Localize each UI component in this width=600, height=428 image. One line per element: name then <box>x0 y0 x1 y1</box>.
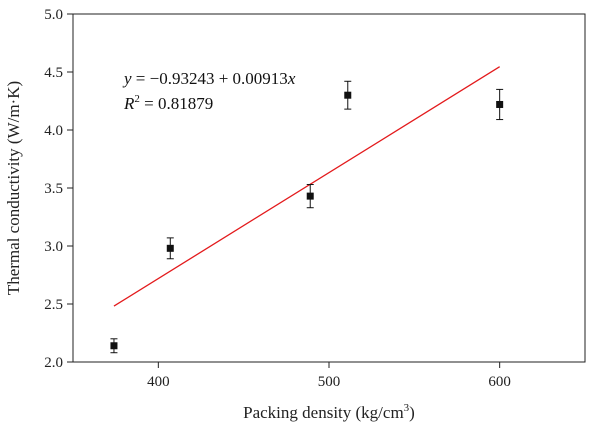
y-tick-label-0: 2.0 <box>44 355 63 371</box>
marker-3 <box>344 91 352 99</box>
data-point-3 <box>344 80 352 110</box>
r-squared-value: = 0.81879 <box>140 94 213 113</box>
x-axis-title: Packing density (kg/cm3) <box>243 402 415 422</box>
x-tick-label-1: 500 <box>318 374 341 390</box>
ticks: 400 500 600 2.0 2.5 3.0 3.5 4.0 4.5 5.0 <box>44 7 511 390</box>
marker-4 <box>496 100 504 108</box>
fit-line-layer <box>113 66 501 307</box>
marker-1 <box>166 244 174 252</box>
data-point-0 <box>110 338 118 354</box>
y-tick-label-2: 3.0 <box>44 239 63 255</box>
y-tick-label-1: 2.5 <box>44 297 63 313</box>
plot-frame <box>72 13 586 363</box>
y-tick-label-3: 3.5 <box>44 181 63 197</box>
data-point-4 <box>496 88 504 121</box>
y-tick-label-4: 4.0 <box>44 123 63 139</box>
x-tick-label-0: 400 <box>147 374 170 390</box>
x-axis-title-close: ) <box>409 403 415 422</box>
r-squared-sup: 2 <box>134 93 140 105</box>
y-tick-label-6: 5.0 <box>44 7 63 23</box>
x-tick-label-2: 600 <box>488 374 511 390</box>
marker-0 <box>110 342 118 350</box>
data-point-1 <box>166 237 174 260</box>
y-axis-title: Thermal conductivity (W/m·K) <box>4 81 23 295</box>
fit-equation-body: = −0.93243 + 0.00913 <box>132 69 288 88</box>
y-tick-label-5: 4.5 <box>44 65 63 81</box>
data-points-layer <box>110 80 504 354</box>
x-axis-title-main: Packing density (kg/cm <box>243 403 404 422</box>
fit-equation-y: y <box>122 69 132 88</box>
r-squared: R2 = 0.81879 <box>123 93 213 113</box>
data-point-2 <box>306 184 314 209</box>
fit-equation-x: x <box>287 69 296 88</box>
fit-line <box>113 66 501 307</box>
r-squared-r: R <box>123 94 135 113</box>
x-axis-title-sup: 3 <box>404 402 410 414</box>
fit-equation: y = −0.93243 + 0.00913x <box>122 69 296 88</box>
marker-2 <box>306 192 314 200</box>
